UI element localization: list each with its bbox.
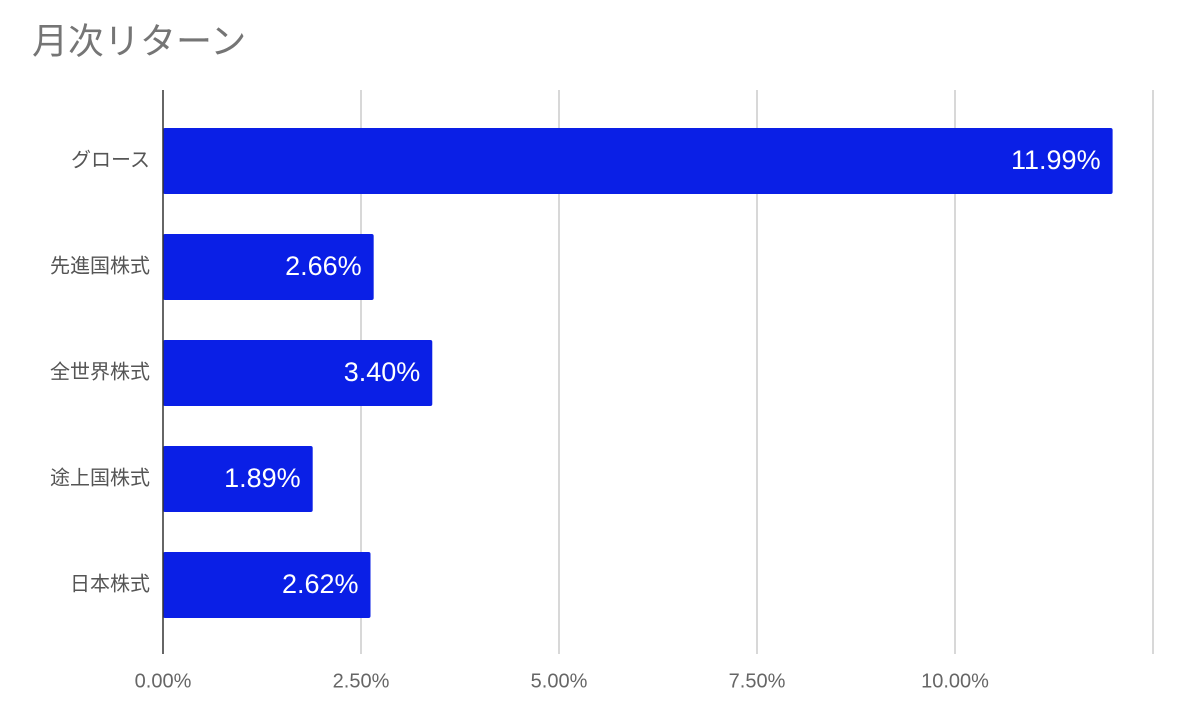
chart-title: 月次リターン bbox=[32, 21, 246, 62]
x-tick-label: 7.50% bbox=[729, 670, 786, 692]
bar bbox=[163, 446, 313, 512]
x-tick-label: 10.00% bbox=[921, 670, 989, 692]
x-tick-label: 0.00% bbox=[135, 670, 192, 692]
bar bbox=[163, 552, 371, 618]
x-tick-label: 2.50% bbox=[333, 670, 390, 692]
data-label: 3.40% bbox=[344, 357, 421, 387]
y-tick-label: 日本株式 bbox=[70, 572, 150, 595]
bar bbox=[163, 128, 1113, 194]
x-tick-label: 5.00% bbox=[531, 670, 588, 692]
data-label: 1.89% bbox=[224, 463, 301, 493]
data-label: 11.99% bbox=[1011, 145, 1101, 175]
data-label: 2.66% bbox=[285, 251, 362, 281]
data-label: 2.62% bbox=[282, 569, 359, 599]
bar bbox=[163, 340, 433, 406]
y-tick-label: 先進国株式 bbox=[50, 254, 150, 277]
y-tick-label: グロース bbox=[71, 148, 150, 171]
y-tick-label: 途上国株式 bbox=[50, 466, 150, 489]
bar bbox=[163, 234, 374, 300]
y-tick-label: 全世界株式 bbox=[50, 360, 150, 383]
